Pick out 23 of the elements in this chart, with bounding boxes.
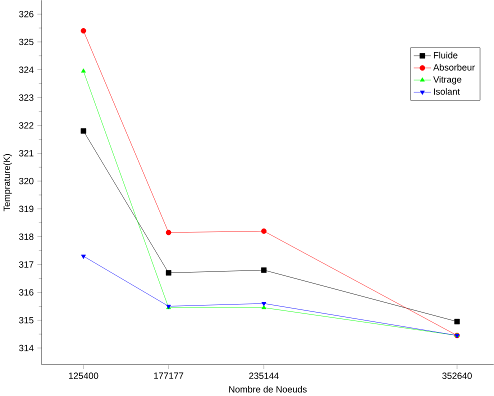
y-tick-label: 320 <box>19 178 34 184</box>
y-tick-label: 319 <box>19 206 34 212</box>
x-tick-label: 235144 <box>249 372 279 380</box>
y-tick-label: 314 <box>19 344 34 352</box>
legend-label: Vitrage <box>433 76 462 85</box>
x-axis-title: Nombre de Noeuds <box>229 386 307 393</box>
y-tick-label: 323 <box>19 94 34 101</box>
y-tick-label: 317 <box>19 261 34 268</box>
x-tick-label: 177177 <box>154 372 184 379</box>
y-tick-label: 315 <box>19 317 34 324</box>
y-tick-label: 325 <box>19 38 34 46</box>
y-tick-label: 316 <box>19 289 34 296</box>
y-tick-label: 321 <box>19 150 34 156</box>
x-tick-label: 352640 <box>442 372 472 380</box>
legend-label: Fluide <box>434 52 458 59</box>
y-tick-label: 324 <box>19 66 34 74</box>
y-tick-label: 322 <box>19 122 34 129</box>
y-tick-label: 326 <box>19 10 34 18</box>
y-axis-title: Temprature(K) <box>3 154 12 212</box>
legend-label: Absorbeur <box>433 64 475 71</box>
x-tick-label: 125400 <box>69 372 98 380</box>
legend-label: Isolant <box>434 88 460 95</box>
y-tick-label: 318 <box>19 234 34 240</box>
